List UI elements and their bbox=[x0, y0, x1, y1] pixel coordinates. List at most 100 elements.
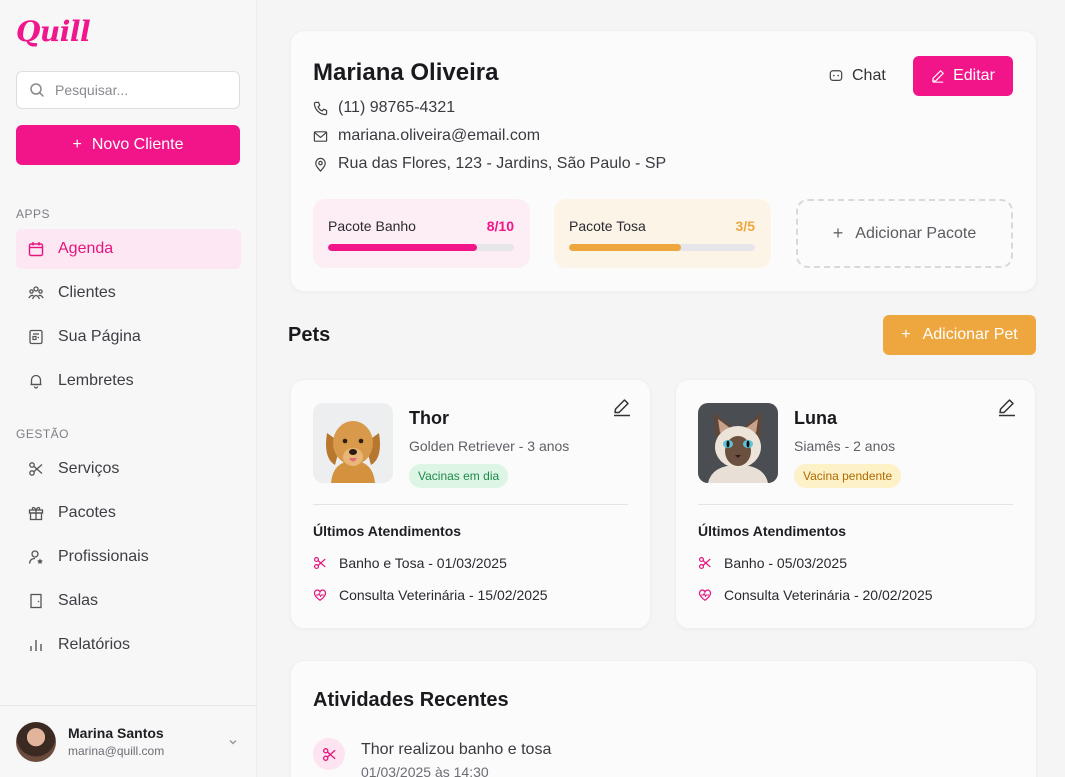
edit-label: Editar bbox=[953, 67, 995, 84]
divider bbox=[698, 504, 1013, 505]
sidebar-item-label: Agenda bbox=[58, 240, 114, 257]
package-count: 3/5 bbox=[735, 218, 755, 234]
sidebar-item-servicos[interactable]: Serviços bbox=[16, 449, 241, 489]
package-title: Pacote Tosa bbox=[569, 218, 646, 234]
client-phone-text: (11) 98765-4321 bbox=[338, 99, 456, 116]
package-tosa[interactable]: Pacote Tosa 3/5 bbox=[554, 199, 771, 268]
pet-name: Luna bbox=[794, 408, 837, 428]
plus-icon: + bbox=[901, 326, 911, 343]
search-box[interactable] bbox=[16, 71, 240, 109]
gift-icon bbox=[28, 506, 44, 521]
page-icon bbox=[29, 329, 43, 345]
plus-icon: + bbox=[832, 223, 844, 243]
add-package-label: Adicionar Pacote bbox=[855, 224, 977, 242]
sidebar-item-label: Serviços bbox=[58, 460, 120, 477]
sidebar-item-profissionais[interactable]: Profissionais bbox=[16, 537, 241, 577]
add-package-button[interactable]: + Adicionar Pacote bbox=[796, 199, 1013, 268]
history-label: Consulta Veterinária - 20/02/2025 bbox=[724, 587, 933, 603]
user-name: Marina Santos bbox=[68, 725, 164, 741]
scissors-icon bbox=[698, 556, 711, 570]
client-email-text: mariana.oliveira@email.com bbox=[338, 127, 541, 144]
sidebar-item-sua-pagina[interactable]: Sua Página bbox=[16, 317, 241, 357]
user-email: marina@quill.com bbox=[68, 744, 165, 758]
chevron-down-icon[interactable] bbox=[227, 736, 239, 748]
client-address-text: Rua das Flores, 123 - Jardins, São Paulo… bbox=[338, 155, 667, 172]
pet-name: Thor bbox=[409, 408, 449, 428]
section-label-gestao: GESTÃO bbox=[16, 427, 70, 441]
plus-icon: + bbox=[72, 136, 82, 153]
vaccine-status-badge: Vacina pendente bbox=[794, 464, 902, 488]
sidebar-item-salas[interactable]: Salas bbox=[16, 581, 241, 621]
chat-button[interactable]: Chat bbox=[829, 61, 886, 91]
package-progress-fill bbox=[569, 244, 681, 251]
sidebar-item-label: Profissionais bbox=[58, 548, 149, 565]
package-banho[interactable]: Pacote Banho 8/10 bbox=[313, 199, 530, 268]
history-item: Consulta Veterinária - 15/02/2025 bbox=[313, 587, 548, 603]
add-pet-button[interactable]: + Adicionar Pet bbox=[883, 315, 1036, 355]
calendar-icon bbox=[28, 242, 44, 257]
edit-pet-icon[interactable] bbox=[612, 397, 632, 417]
edit-client-button[interactable]: Editar bbox=[913, 56, 1013, 96]
package-title: Pacote Banho bbox=[328, 218, 416, 234]
history-title: Últimos Atendimentos bbox=[313, 523, 462, 539]
mail-icon bbox=[313, 130, 328, 142]
user-star-icon bbox=[28, 550, 43, 564]
activity-icon-wrap bbox=[313, 738, 345, 770]
door-icon bbox=[30, 593, 42, 609]
chat-label: Chat bbox=[852, 67, 886, 84]
scissors-icon bbox=[29, 462, 43, 476]
add-pet-label: Adicionar Pet bbox=[922, 326, 1018, 343]
history-item: Banho - 05/03/2025 bbox=[698, 555, 847, 571]
scissors-icon bbox=[322, 747, 336, 761]
pet-breed: Golden Retriever - 3 anos bbox=[409, 438, 570, 454]
sidebar-item-relatorios[interactable]: Relatórios bbox=[16, 625, 241, 665]
sidebar-item-clientes[interactable]: Clientes bbox=[16, 273, 241, 313]
divider bbox=[313, 504, 628, 505]
recent-activity-card: Atividades Recentes Thor realizou banho … bbox=[290, 660, 1037, 777]
scissors-icon bbox=[313, 556, 326, 570]
activity-time: 01/03/2025 às 14:30 bbox=[361, 764, 489, 777]
history-item: Consulta Veterinária - 20/02/2025 bbox=[698, 587, 933, 603]
bar-chart-icon bbox=[30, 640, 42, 651]
pet-photo-cat bbox=[698, 403, 778, 483]
users-icon bbox=[28, 286, 44, 300]
client-address: Rua das Flores, 123 - Jardins, São Paulo… bbox=[313, 155, 666, 173]
sidebar-item-lembretes[interactable]: Lembretes bbox=[16, 361, 241, 401]
map-pin-icon bbox=[315, 157, 326, 172]
package-progress-track bbox=[569, 244, 755, 251]
sidebar-item-pacotes[interactable]: Pacotes bbox=[16, 493, 241, 533]
sidebar: Quill + Novo Cliente APPS Agenda Cliente… bbox=[0, 0, 257, 777]
package-count: 8/10 bbox=[486, 218, 514, 234]
phone-icon bbox=[313, 101, 328, 115]
sidebar-item-label: Salas bbox=[58, 592, 99, 609]
search-input[interactable] bbox=[55, 82, 225, 98]
history-label: Banho e Tosa - 01/03/2025 bbox=[339, 555, 507, 571]
new-client-button[interactable]: + Novo Cliente bbox=[16, 125, 240, 165]
sidebar-item-label: Clientes bbox=[58, 284, 116, 301]
pet-photo-dog bbox=[313, 403, 393, 483]
avatar bbox=[16, 721, 56, 762]
history-item: Banho e Tosa - 01/03/2025 bbox=[313, 555, 507, 571]
activity-text: Thor realizou banho e tosa bbox=[361, 741, 552, 758]
client-name: Mariana Oliveira bbox=[313, 59, 499, 86]
package-progress-fill bbox=[328, 244, 477, 251]
pet-card-luna: Luna Siamês - 2 anos Vacina pendente Últ… bbox=[675, 379, 1036, 629]
pet-breed: Siamês - 2 anos bbox=[794, 438, 896, 454]
activity-title: Atividades Recentes bbox=[313, 689, 509, 711]
app-logo[interactable]: Quill bbox=[16, 15, 91, 48]
section-label-apps: APPS bbox=[16, 207, 51, 221]
sidebar-item-label: Sua Página bbox=[58, 328, 141, 345]
vaccine-status-badge: Vacinas em dia bbox=[409, 464, 509, 488]
client-card: Mariana Oliveira (11) 98765-4321 mariana… bbox=[290, 30, 1037, 292]
sidebar-item-agenda[interactable]: Agenda bbox=[16, 229, 241, 269]
sidebar-item-label: Relatórios bbox=[58, 636, 131, 653]
heart-pulse-icon bbox=[313, 589, 327, 602]
pets-section-title: Pets bbox=[288, 324, 331, 346]
pet-card-thor: Thor Golden Retriever - 3 anos Vacinas e… bbox=[290, 379, 651, 629]
heart-pulse-icon bbox=[698, 589, 712, 602]
user-menu[interactable]: Marina Santos marina@quill.com bbox=[0, 705, 257, 777]
chat-icon bbox=[829, 70, 843, 81]
sidebar-item-label: Pacotes bbox=[58, 504, 116, 521]
new-client-label: Novo Cliente bbox=[91, 136, 184, 153]
edit-pet-icon[interactable] bbox=[997, 397, 1017, 417]
